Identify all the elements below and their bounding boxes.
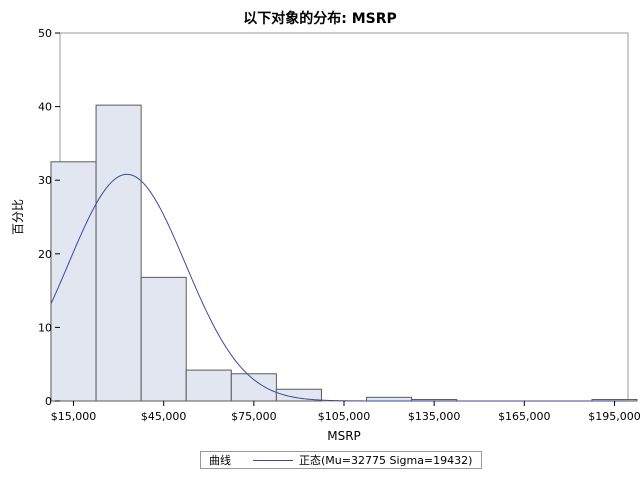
histogram-bar (185, 369, 232, 402)
x-axis-label: MSRP (327, 429, 361, 443)
y-tick-label: 10 (38, 321, 52, 334)
y-tick-label: 0 (45, 395, 52, 408)
normal-density-curve (50, 173, 628, 402)
y-tick-label: 20 (38, 248, 52, 261)
x-tick-label: $105,000 (318, 410, 371, 423)
x-tick-label: $45,000 (141, 410, 187, 423)
histogram-bar (140, 276, 187, 402)
legend-entry-normal: 正态(Mu=32775 Sigma=19432) (299, 454, 473, 467)
legend-line-swatch (253, 459, 293, 461)
histogram-bar (275, 388, 322, 402)
y-tick-label: 50 (38, 27, 52, 40)
legend-title: 曲线 (209, 454, 231, 467)
histogram-bars (50, 104, 638, 402)
x-axis: $15,000 $45,000 $75,000 $105,000 $135,000 $16… (51, 401, 640, 423)
y-axis: 0 10 20 30 40 50 (38, 27, 60, 408)
legend: 曲线 正态(Mu=32775 Sigma=19432) (200, 451, 482, 469)
y-tick-label: 40 (38, 101, 52, 114)
x-tick-label: $135,000 (408, 410, 461, 423)
x-tick-label: $75,000 (231, 410, 277, 423)
y-axis-label: 百分比 (11, 199, 25, 235)
x-tick-label: $15,000 (51, 410, 97, 423)
x-tick-label: $165,000 (498, 410, 551, 423)
histogram-bar (366, 396, 413, 402)
x-tick-label: $195,000 (588, 410, 640, 423)
histogram-bar (230, 373, 277, 402)
histogram-bar (50, 161, 97, 402)
y-tick-label: 30 (38, 174, 52, 187)
histogram-bar (95, 104, 142, 402)
chart-title: 以下对象的分布: MSRP (243, 11, 397, 27)
